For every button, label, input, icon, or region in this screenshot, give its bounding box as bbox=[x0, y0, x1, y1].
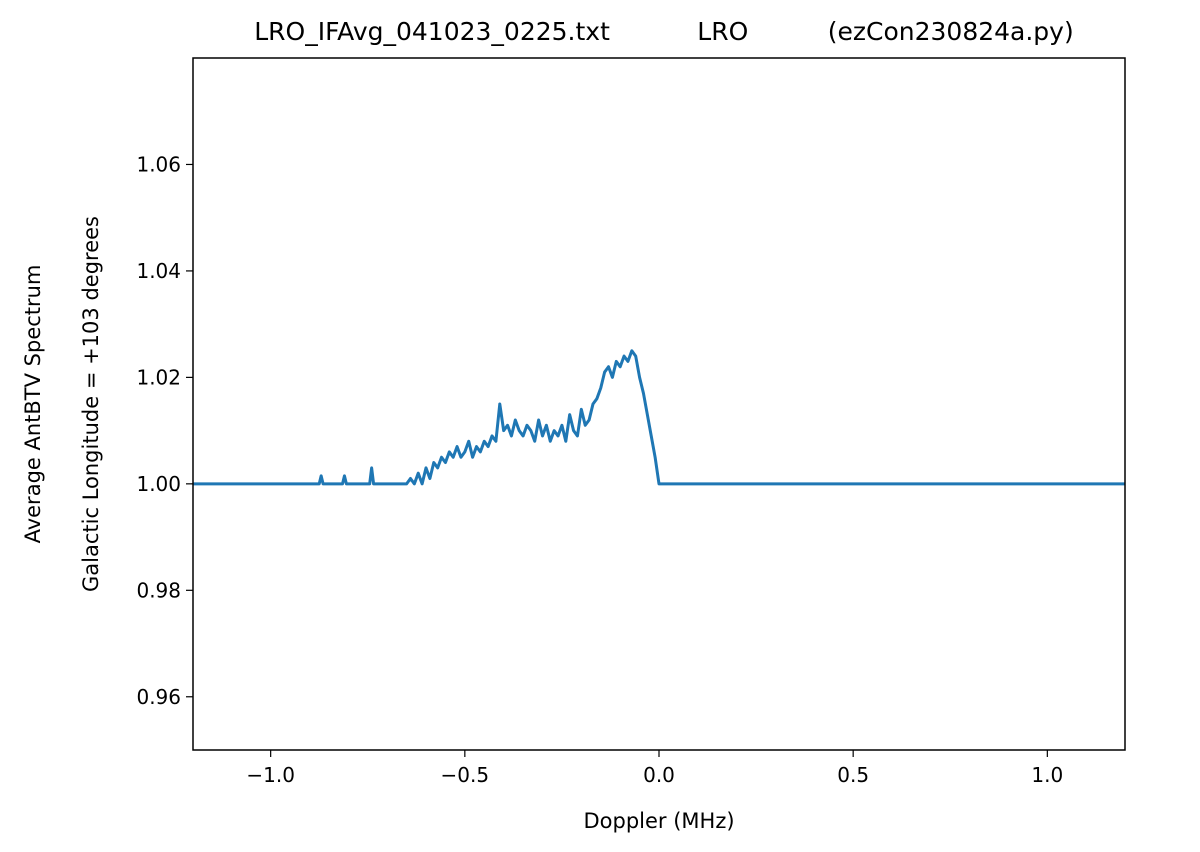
plot-frame bbox=[192, 57, 1126, 751]
x-axis-label: Doppler (MHz) bbox=[583, 809, 734, 833]
x-tick-label: 0.5 bbox=[837, 763, 869, 787]
chart-title: LRO_IFAvg_041023_0225.txt LRO (ezCon2308… bbox=[254, 17, 1073, 46]
y-tick-label: 0.98 bbox=[136, 578, 181, 602]
x-tick-label: −0.5 bbox=[441, 763, 490, 787]
x-tick-label: −1.0 bbox=[246, 763, 295, 787]
y-tick-label: 0.96 bbox=[136, 685, 181, 709]
x-tick-label: 1.0 bbox=[1031, 763, 1063, 787]
y-axis-label: Galactic Longitude = +103 degrees bbox=[79, 216, 103, 592]
y-axis-label: Average AntBTV Spectrum bbox=[21, 265, 45, 544]
data-line bbox=[193, 349, 1125, 486]
y-tick-label: 1.06 bbox=[136, 152, 181, 176]
x-tick-label: 0.0 bbox=[643, 763, 675, 787]
y-tick-label: 1.02 bbox=[136, 365, 181, 389]
y-tick-label: 1.00 bbox=[136, 472, 181, 496]
y-tick-label: 1.04 bbox=[136, 259, 181, 283]
